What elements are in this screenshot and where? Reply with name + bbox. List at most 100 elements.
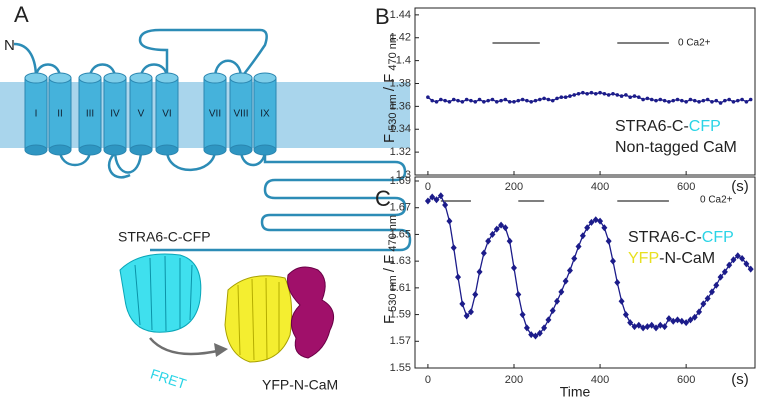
charts: B1.31.321.341.361.381.41.421.44020040060… [375, 4, 755, 400]
data-point [451, 244, 457, 251]
helix-top [204, 73, 226, 83]
data-point [603, 92, 607, 96]
data-point [620, 94, 624, 98]
data-point [749, 98, 753, 102]
annotation: 0 Ca2+ [700, 195, 733, 206]
x-unit: (s) [731, 178, 749, 195]
data-point [663, 99, 667, 103]
helix-top [130, 73, 152, 83]
data-point [515, 291, 521, 298]
data-point [710, 100, 714, 104]
data-point [472, 291, 478, 298]
helix-bottom [79, 145, 101, 155]
diagram-a: IIIIIIIVVVIVIIVIIIIX A N STRA6-C-CFP FRE… [0, 2, 410, 393]
data-point [594, 92, 598, 96]
data-point [512, 100, 516, 104]
data-point [426, 95, 430, 99]
data-point [542, 97, 546, 101]
data-point [671, 99, 675, 103]
y-tick-label: 1.44 [390, 9, 411, 21]
helix-label: V [138, 109, 145, 120]
data-point [545, 316, 551, 323]
data-point [455, 274, 461, 281]
helix-label: IX [260, 109, 270, 120]
cam-protein [288, 267, 334, 358]
y-tick-label: 1.55 [390, 362, 411, 374]
plot-frame [415, 177, 755, 368]
data-point [580, 232, 586, 239]
data-point [555, 97, 559, 101]
helix-label: VIII [233, 109, 248, 120]
data-point [435, 100, 439, 104]
helix-bottom [130, 145, 152, 155]
data-point [745, 100, 749, 104]
data-point [607, 93, 611, 97]
data-point [499, 99, 503, 103]
x-unit: (s) [731, 371, 749, 388]
helix-top [254, 73, 276, 83]
y-axis-title-part: / F [381, 255, 398, 273]
data-point [534, 99, 538, 103]
data-point [567, 267, 573, 274]
annotation: 0 Ca2+ [678, 38, 711, 49]
data-point [477, 268, 483, 275]
helix-label: IV [110, 109, 120, 120]
data-point [547, 98, 551, 102]
data-point [732, 100, 736, 104]
helix-bottom [49, 145, 71, 155]
y-axis-title-part: / F [381, 74, 398, 92]
data-point [684, 100, 688, 104]
helix-top [156, 73, 178, 83]
data-point [459, 300, 465, 307]
x-tick-label: 600 [677, 374, 695, 386]
x-tick-label: 400 [591, 181, 609, 193]
data-point [581, 91, 585, 95]
data-point [521, 98, 525, 102]
data-point [590, 91, 594, 95]
yfp-protein [225, 276, 292, 362]
data-point [560, 95, 564, 99]
legend-text: STRA6-C-CFP [628, 229, 734, 246]
data-point [611, 92, 615, 96]
data-point [473, 100, 477, 104]
data-point [628, 95, 632, 99]
data-point [571, 255, 577, 262]
data-point [615, 93, 619, 97]
chart: B1.31.321.341.361.381.41.421.44020040060… [375, 4, 755, 195]
legend-text-part: CFP [689, 118, 721, 135]
y-axis-title: F530 nm/ F470 nm [381, 215, 399, 324]
construct-label: STRA6-C-CFP [118, 229, 211, 245]
panel-label: A [14, 2, 29, 27]
data-point [719, 101, 723, 105]
helix-bottom [25, 145, 47, 155]
legend-text-part: Non-tagged CaM [615, 139, 737, 156]
data-point [641, 98, 645, 102]
data-point [558, 288, 564, 295]
data-point [507, 238, 513, 245]
data-point [702, 99, 706, 103]
data-point [478, 98, 482, 102]
data-point [577, 92, 581, 96]
helix-bottom [230, 145, 252, 155]
cfp-protein [120, 254, 201, 332]
x-tick-label: 200 [505, 374, 523, 386]
data-point [644, 323, 650, 330]
data-point [675, 316, 681, 323]
data-point [443, 99, 447, 103]
data-point [511, 264, 517, 271]
data-point [491, 98, 495, 102]
legend-text-part: STRA6-C- [615, 118, 689, 135]
data-point [482, 100, 486, 104]
data-point [706, 98, 710, 102]
data-point [624, 93, 628, 97]
helix-bottom [156, 145, 178, 155]
y-axis-title-part: F [381, 134, 398, 143]
helix-label: I [35, 109, 38, 120]
data-point [576, 243, 582, 250]
fret-label: FRET [149, 365, 189, 392]
y-axis-title-part: 530 nm [387, 94, 399, 131]
y-tick-label: 1.69 [390, 175, 411, 187]
helix-label: III [86, 109, 94, 120]
data-point [676, 98, 680, 102]
